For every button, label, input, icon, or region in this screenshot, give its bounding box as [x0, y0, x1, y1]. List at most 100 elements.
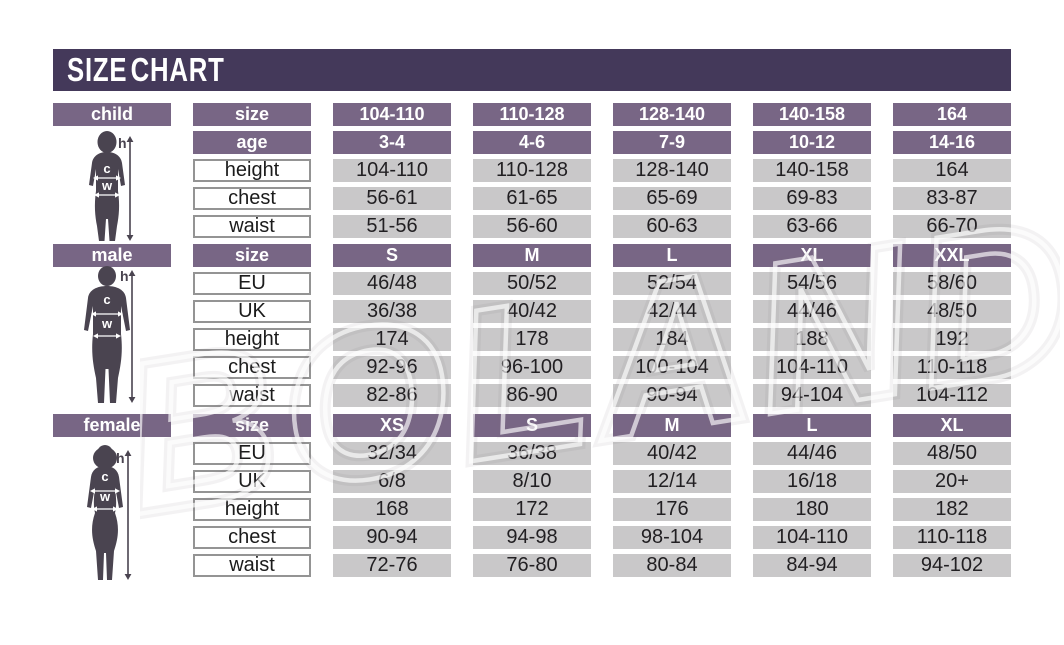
data-value-cell: 40/42	[473, 300, 591, 323]
data-value-cell: 98-104	[613, 526, 731, 549]
row-label-size: size	[193, 414, 311, 437]
data-value-cell: 94-104	[753, 384, 871, 407]
data-value-cell: 61-65	[473, 187, 591, 210]
data-value-cell: 66-70	[893, 215, 1011, 238]
size-header-cell: M	[613, 414, 731, 437]
chest-arrow	[91, 311, 123, 317]
row-label-height: height	[193, 328, 311, 351]
section-label-female: female	[53, 414, 171, 437]
data-value-cell: 8/10	[473, 470, 591, 493]
data-value-cell: 84-94	[753, 554, 871, 577]
section-male: male size S M L XL XXL EU 46/48 50/52 52/54 54/56 58…	[53, 244, 1011, 407]
row-label-waist: waist	[193, 384, 311, 407]
data-value-cell: 104-112	[893, 384, 1011, 407]
data-value-cell: 94-102	[893, 554, 1011, 577]
data-value-cell: 96-100	[473, 356, 591, 379]
data-value-cell: 182	[893, 498, 1011, 521]
data-value-cell: 80-84	[613, 554, 731, 577]
row-label-size: size	[193, 103, 311, 126]
data-value-cell: 86-90	[473, 384, 591, 407]
size-header-cell: 104-110	[333, 103, 451, 126]
size-header-cell: 10-12	[753, 131, 871, 154]
data-value-cell: 56-60	[473, 215, 591, 238]
size-header-cell: 14-16	[893, 131, 1011, 154]
chest-arrow	[93, 175, 121, 181]
height-arrow	[128, 270, 136, 403]
data-value-cell: 110-118	[893, 356, 1011, 379]
child-silhouette	[89, 152, 125, 241]
row-label-height: height	[193, 159, 311, 182]
data-value-cell: 178	[473, 328, 591, 351]
data-value-cell: 90-94	[333, 526, 451, 549]
data-value-cell: 140-158	[753, 159, 871, 182]
data-value-cell: 44/46	[753, 300, 871, 323]
size-header-cell: 164	[893, 103, 1011, 126]
data-value-cell: 36/38	[333, 300, 451, 323]
data-value-cell: 110-128	[473, 159, 591, 182]
waist-arrow	[94, 192, 120, 198]
row-label-height: height	[193, 498, 311, 521]
height-label: h	[118, 135, 127, 151]
section-female: female size XS S M L XL EU 32/34 36/38 40/42 44/46 4…	[53, 414, 1011, 580]
chest-arrow	[90, 488, 120, 494]
size-header-cell: XL	[893, 414, 1011, 437]
section-label-male: male	[53, 244, 171, 267]
size-header-cell: L	[753, 414, 871, 437]
size-header-cell: XS	[333, 414, 451, 437]
data-value-cell: 42/44	[613, 300, 731, 323]
data-value-cell: 12/14	[613, 470, 731, 493]
data-value-cell: 52/54	[613, 272, 731, 295]
data-value-cell: 6/8	[333, 470, 451, 493]
data-value-cell: 51-56	[333, 215, 451, 238]
data-value-cell: 40/42	[613, 442, 731, 465]
data-value-cell: 164	[893, 159, 1011, 182]
data-value-cell: 188	[753, 328, 871, 351]
page-title: SIZE CHART	[67, 51, 225, 88]
size-header-cell: 128-140	[613, 103, 731, 126]
data-value-cell: 72-76	[333, 554, 451, 577]
row-label-chest: chest	[193, 356, 311, 379]
data-value-cell: 104-110	[753, 526, 871, 549]
size-header-cell: 110-128	[473, 103, 591, 126]
data-value-cell: 176	[613, 498, 731, 521]
female-silhouette	[87, 466, 123, 580]
female-figure-icon: h c w	[87, 445, 132, 580]
row-label-waist: waist	[193, 215, 311, 238]
data-value-cell: 192	[893, 328, 1011, 351]
data-value-cell: 174	[333, 328, 451, 351]
data-value-cell: 46/48	[333, 272, 451, 295]
data-value-cell: 20+	[893, 470, 1011, 493]
male-silhouette	[98, 266, 116, 286]
data-value-cell: 168	[333, 498, 451, 521]
height-label: h	[116, 450, 125, 466]
data-value-cell: 180	[753, 498, 871, 521]
data-value-cell: 83-87	[893, 187, 1011, 210]
waist-label: w	[99, 489, 111, 504]
data-value-cell: 128-140	[613, 159, 731, 182]
data-value-cell: 44/46	[753, 442, 871, 465]
size-header-cell: 140-158	[753, 103, 871, 126]
row-label-age: age	[193, 131, 311, 154]
child-silhouette	[97, 131, 117, 153]
data-value-cell: 60-63	[613, 215, 731, 238]
data-value-cell: 16/18	[753, 470, 871, 493]
waist-label: w	[101, 178, 113, 193]
data-value-cell: 50/52	[473, 272, 591, 295]
data-value-cell: 65-69	[613, 187, 731, 210]
waist-arrow	[92, 506, 118, 512]
data-value-cell: 32/34	[333, 442, 451, 465]
chest-label: c	[103, 161, 110, 176]
chest-label: c	[103, 292, 110, 307]
row-label-eu: EU	[193, 442, 311, 465]
data-value-cell: 104-110	[753, 356, 871, 379]
data-value-cell: 110-118	[893, 526, 1011, 549]
data-value-cell: 100-104	[613, 356, 731, 379]
data-value-cell: 92-96	[333, 356, 451, 379]
size-header-cell: XXL	[893, 244, 1011, 267]
section-label-child: child	[53, 103, 171, 126]
data-value-cell: 36/38	[473, 442, 591, 465]
row-label-chest: chest	[193, 526, 311, 549]
size-header-cell: L	[613, 244, 731, 267]
data-value-cell: 94-98	[473, 526, 591, 549]
height-label: h	[120, 268, 129, 284]
